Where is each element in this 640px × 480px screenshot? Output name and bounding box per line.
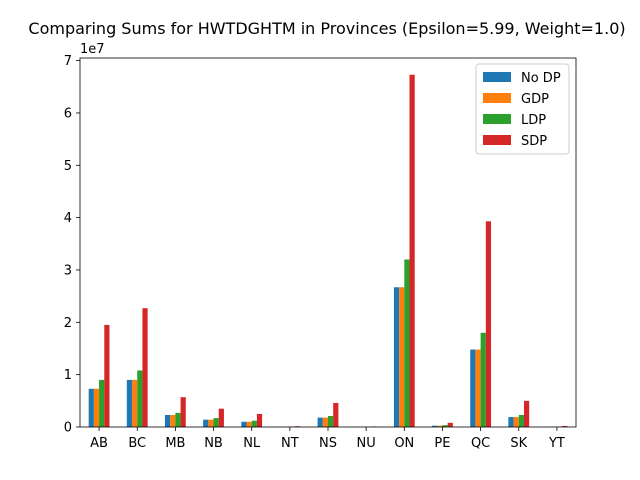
bar-sdp-pe [447,422,453,427]
bar-ldp-nl [251,420,257,427]
bar-no-dp-on [393,287,400,427]
bar-sdp-ns [333,402,339,427]
bar-no-dp-qc [470,349,476,427]
bar-sdp-mb [180,397,186,427]
y-tick-label: 5 [64,159,72,174]
axes-group: 0 1 2 3 4 5 6 7 AB BC MB NB NL NT NS NU ON PE QC SK YT [64,54,577,451]
bar-gdp-nb [208,419,214,427]
y-scale-label: 1e7 [80,42,105,57]
x-tick-label-ns: NS [319,436,337,451]
bar-ldp-pe [442,425,448,427]
bar-ldp-sk [518,414,524,427]
bar-ldp-bc [137,370,143,427]
bar-sdp-nl [256,413,263,427]
y-tick-label: 0 [64,421,72,436]
bar-no-dp-pe [432,425,438,427]
chart-title: Comparing Sums for HWTDGHTM in Provinces… [28,19,625,38]
bar-gdp-mb [170,414,176,427]
y-tick-label: 7 [64,54,72,69]
legend-swatch-no-dp [483,72,511,82]
x-tick-label-qc: QC [471,436,490,451]
legend: No DP GDP LDP SDP [475,63,570,155]
y-tick-label: 3 [64,263,72,278]
bar-no-dp-bc [126,379,133,427]
x-tick-label-pe: PE [434,436,450,451]
x-tick-label-nl: NL [243,436,261,451]
bar-sdp-sk [523,400,530,427]
bar-no-dp-ns [317,417,323,427]
bar-gdp-sk [513,417,519,427]
bar-gdp-qc [475,349,481,427]
y-tick-label: 1 [64,368,72,383]
bar-no-dp-nb [203,419,209,427]
bar-sdp-nb [218,408,224,427]
bar-ldp-ns [328,416,334,427]
legend-label-gdp: GDP [521,92,549,107]
bars-group [88,74,568,427]
bar-gdp-bc [132,379,138,427]
bar-sdp-qc [485,221,492,427]
bar-no-dp-ab [88,388,94,427]
x-tick-label-on: ON [394,436,414,451]
legend-swatch-gdp [483,93,511,103]
bar-sdp-yt [562,425,568,427]
bar-ldp-ab [99,379,105,427]
x-tick-label-ab: AB [90,436,108,451]
x-tick-label-yt: YT [548,436,565,451]
bar-gdp-ab [93,388,100,427]
x-tick-label-nt: NT [281,436,299,451]
bar-sdp-bc [142,308,148,427]
x-tick-label-nu: NU [357,436,376,451]
legend-box [475,63,570,155]
legend-swatch-sdp [483,135,511,145]
bar-no-dp-sk [508,417,514,427]
y-tick-label: 2 [64,316,72,331]
bar-gdp-nl [246,421,252,427]
bar-ldp-qc [480,332,486,427]
bar-ldp-on [404,259,410,427]
bar-sdp-on [409,74,415,427]
legend-swatch-ldp [483,114,511,124]
legend-label-no-dp: No DP [521,71,561,86]
bar-sdp-ab [104,324,110,427]
bar-gdp-pe [437,425,443,427]
bar-gdp-ns [322,417,328,427]
y-tick-label: 4 [64,211,72,226]
x-tick-label-nb: NB [204,436,223,451]
x-tick-label-sk: SK [510,436,527,451]
bar-gdp-on [399,287,405,427]
bar-ldp-nb [213,418,219,427]
legend-label-sdp: SDP [521,134,547,149]
x-tick-label-bc: BC [128,436,146,451]
x-tick-label-mb: MB [165,436,185,451]
y-tick-label: 6 [64,106,72,121]
bar-no-dp-nl [241,421,247,427]
bar-no-dp-mb [164,414,171,427]
legend-label-ldp: LDP [521,113,546,128]
bar-ldp-mb [175,412,181,427]
